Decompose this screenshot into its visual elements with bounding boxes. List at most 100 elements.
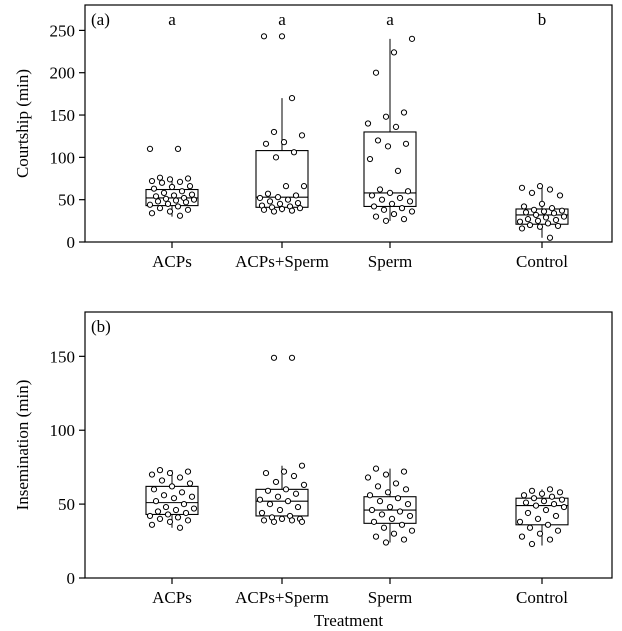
data-point: [524, 509, 532, 517]
data-point: [270, 208, 278, 215]
data-point: [396, 508, 404, 515]
data-point: [190, 196, 198, 203]
data-point: [158, 477, 166, 484]
data-point: [298, 132, 306, 139]
data-point: [260, 33, 268, 40]
data-point: [178, 489, 186, 496]
data-point: [540, 498, 548, 505]
data-point: [372, 69, 380, 76]
significance-letter: a: [168, 10, 176, 29]
data-point: [290, 149, 298, 156]
data-point: [394, 167, 402, 174]
data-point: [270, 518, 278, 525]
panel-label: (b): [91, 317, 111, 336]
data-point: [288, 354, 296, 361]
data-point: [278, 205, 286, 213]
data-point: [386, 189, 394, 197]
plot-frame: [84, 4, 613, 243]
data-point: [298, 462, 306, 469]
data-point: [266, 501, 274, 508]
data-point: [408, 208, 416, 215]
data-point: [174, 514, 182, 521]
plot-frame: [84, 311, 613, 579]
data-point: [164, 200, 172, 208]
data-point: [174, 203, 182, 210]
data-point: [294, 199, 302, 207]
data-point: [550, 501, 558, 508]
data-point: [190, 505, 198, 512]
data-point: [368, 506, 376, 514]
data-point: [406, 198, 414, 205]
data-point: [156, 467, 164, 474]
data-point: [552, 512, 560, 520]
data-point: [262, 469, 270, 477]
data-point: [404, 501, 412, 508]
data-point: [156, 205, 164, 212]
data-point: [152, 193, 160, 200]
data-point: [382, 471, 390, 478]
x-tick-label: ACPs: [152, 252, 192, 271]
data-point: [294, 503, 302, 511]
x-tick-label: ACPs+Sperm: [235, 588, 329, 607]
data-point: [186, 480, 194, 487]
x-tick-label: Control: [516, 588, 568, 607]
x-axis-label: Treatment: [314, 611, 384, 630]
data-point: [270, 128, 278, 136]
data-point: [272, 478, 280, 486]
data-point: [554, 527, 562, 534]
data-point: [548, 493, 556, 500]
significance-letter: a: [386, 10, 394, 29]
data-point: [260, 206, 268, 213]
data-point: [398, 521, 406, 528]
data-point: [388, 200, 396, 208]
data-point: [400, 468, 408, 475]
box-iqr: [515, 208, 569, 225]
data-point: [382, 113, 390, 120]
data-point: [528, 487, 536, 494]
data-point: [536, 183, 544, 190]
data-point: [162, 503, 170, 511]
data-point: [176, 524, 184, 531]
data-point: [558, 496, 566, 503]
data-point: [148, 521, 156, 528]
data-point: [558, 207, 566, 214]
data-point: [146, 201, 154, 208]
data-point: [260, 517, 268, 524]
box-iqr: [515, 497, 569, 526]
data-point: [548, 205, 556, 212]
y-tick-label: 0: [67, 569, 76, 588]
data-point: [366, 492, 374, 499]
data-point: [522, 499, 530, 506]
data-point: [290, 472, 298, 480]
data-point: [164, 511, 172, 518]
data-point: [516, 518, 524, 525]
data-point: [370, 518, 378, 525]
data-point: [184, 517, 192, 524]
data-point: [156, 515, 164, 522]
y-tick-label: 150: [50, 347, 76, 366]
data-point: [390, 49, 398, 56]
data-point: [406, 512, 414, 520]
data-point: [256, 496, 264, 503]
significance-letter: b: [538, 10, 547, 29]
data-point: [300, 183, 308, 190]
data-point: [146, 512, 154, 520]
significance-letter: a: [278, 10, 286, 29]
x-tick-label: Sperm: [368, 588, 412, 607]
data-point: [408, 527, 416, 534]
data-point: [152, 498, 160, 505]
data-point: [284, 498, 292, 505]
data-point: [296, 205, 304, 212]
data-point: [372, 465, 380, 472]
data-point: [150, 185, 158, 192]
data-point: [270, 354, 278, 361]
data-point: [372, 213, 380, 220]
data-point: [288, 207, 296, 214]
data-point: [276, 506, 284, 514]
data-point: [544, 220, 552, 227]
data-point: [172, 506, 180, 514]
data-point: [366, 155, 374, 163]
data-point: [534, 217, 542, 224]
data-point: [530, 495, 538, 502]
data-point: [372, 533, 380, 540]
